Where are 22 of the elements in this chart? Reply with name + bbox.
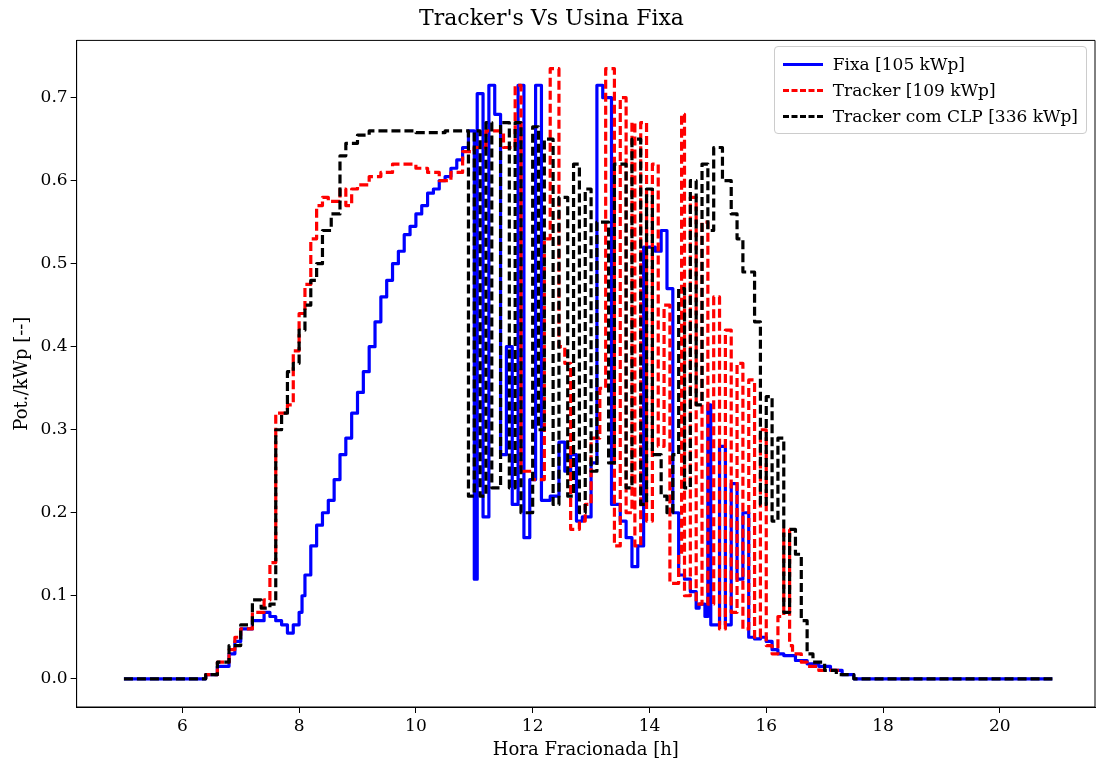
x-tick-label: 10 <box>405 714 427 735</box>
y-tick-label: 0.5 <box>40 252 68 273</box>
x-tick-label: 6 <box>176 714 188 735</box>
y-tick-label: 0.2 <box>40 501 68 522</box>
y-tick-label: 0.6 <box>40 169 68 190</box>
y-tick-label: 0.1 <box>40 584 68 605</box>
y-axis-title: Pot./kWp [--] <box>10 316 32 431</box>
legend-label: Tracker [109 kWp] <box>832 80 996 101</box>
y-tick-label: 0.3 <box>40 418 68 439</box>
x-tick-label: 20 <box>989 714 1011 735</box>
legend-label: Fixa [105 kWp] <box>832 54 965 75</box>
y-tick-label: 0.0 <box>40 667 68 688</box>
x-tick-label: 16 <box>755 714 778 735</box>
x-axis-title: Hora Fracionada [h] <box>492 737 679 759</box>
x-tick-label: 14 <box>638 714 661 735</box>
x-tick-label: 18 <box>872 714 894 735</box>
chart-title: Tracker's Vs Usina Fixa <box>419 4 684 30</box>
x-tick-label: 8 <box>293 714 305 735</box>
y-tick-label: 0.4 <box>40 335 68 356</box>
legend-label: Tracker com CLP [336 kWp] <box>832 106 1078 127</box>
x-tick-label: 12 <box>521 714 544 735</box>
y-tick-label: 0.7 <box>40 86 68 107</box>
